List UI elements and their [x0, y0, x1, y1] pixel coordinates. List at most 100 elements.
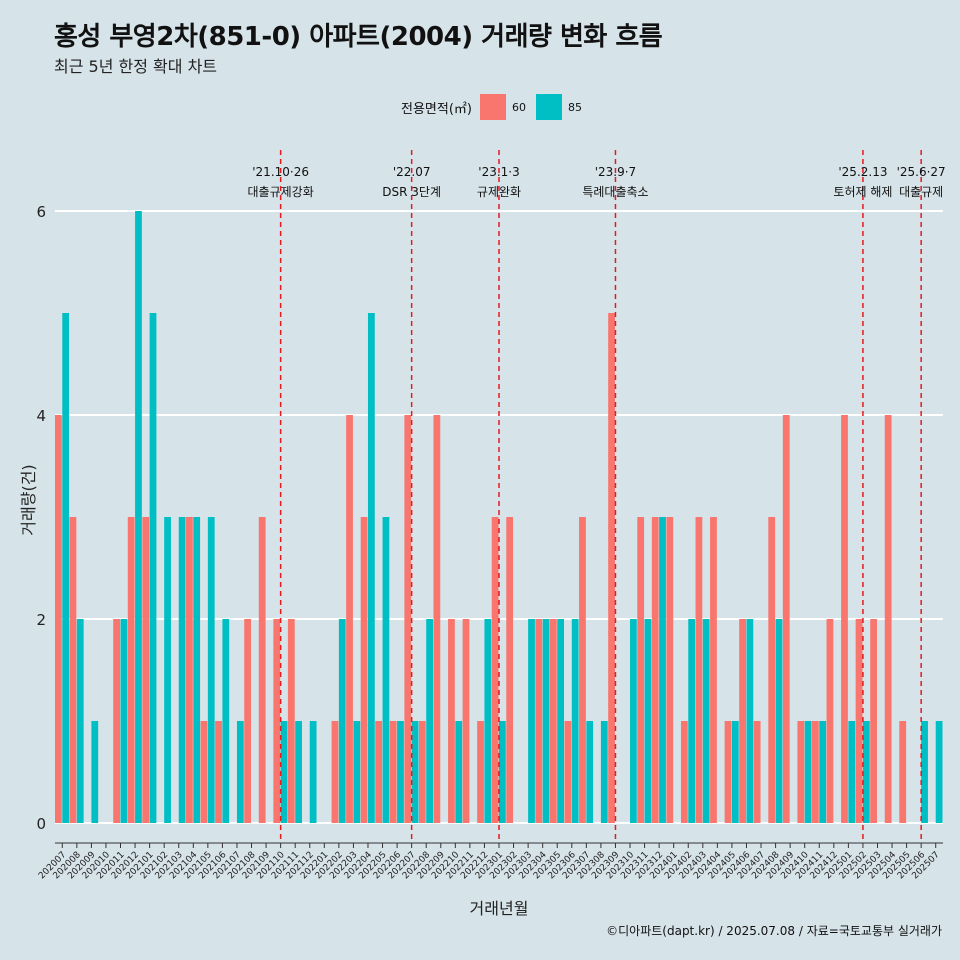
bar-85-202008 [76, 619, 84, 823]
bar-60-202408 [768, 517, 776, 823]
event-date-202309: '23.9·7 [595, 165, 636, 179]
legend-key-85 [535, 94, 562, 120]
legend: 전용면적(㎡) 60 85 [401, 93, 592, 121]
event-date-202110: '21.10·26 [252, 165, 309, 179]
bar-85-202307 [586, 721, 594, 823]
bar-85-202210 [455, 721, 463, 823]
bar-85-202207 [411, 721, 419, 823]
bar-85-202502 [862, 721, 870, 823]
bar-60-202404 [710, 517, 717, 823]
bar-60-202311 [637, 517, 645, 823]
bar-85-202104 [193, 517, 201, 823]
bar-60-202104 [186, 517, 193, 823]
bar-60-202307 [579, 517, 586, 823]
bar-60-202406 [739, 619, 746, 823]
bar-60-202410 [797, 721, 805, 823]
bar-60-202106 [215, 721, 222, 823]
bar-85-202103 [178, 517, 186, 823]
bar-60-202407 [753, 721, 761, 823]
bar-85-202105 [207, 517, 215, 823]
bar-60-202208 [418, 721, 426, 823]
bar-60-202111 [287, 619, 295, 823]
chart-subtitle: 최근 5년 한정 확대 차트 [54, 57, 218, 76]
bar-85-202507 [935, 721, 943, 823]
x-axis-title: 거래년월 [470, 899, 529, 918]
bar-60-202302 [506, 517, 514, 823]
bar-85-202212 [484, 619, 492, 823]
bar-60-202505 [899, 721, 907, 823]
bar-60-202108 [244, 619, 252, 823]
bar-60-202206 [389, 721, 397, 823]
bar-60-202304 [535, 619, 543, 823]
bar-60-202007 [55, 415, 62, 823]
bar-85-202402 [688, 619, 696, 823]
event-label-202301: 규제완화 [477, 185, 521, 199]
bar-85-202308 [600, 721, 608, 823]
bar-85-202411 [819, 721, 827, 823]
bar-60-202209 [433, 415, 441, 823]
bar-85-202305 [557, 619, 565, 823]
bar-60-202411 [811, 721, 819, 823]
bar-60-202110 [273, 619, 281, 823]
bar-60-202204 [360, 517, 368, 823]
event-date-202207: '22.07 [393, 165, 431, 179]
bar-85-202102 [164, 517, 171, 823]
bar-60-202212 [477, 721, 484, 823]
bar-60-202011 [113, 619, 121, 823]
bar-85-202406 [746, 619, 754, 823]
bar-85-202206 [397, 721, 404, 823]
bar-85-202304 [542, 619, 550, 823]
bar-85-202205 [382, 517, 390, 823]
bar-85-202009 [91, 721, 99, 823]
bar-60-202305 [549, 619, 557, 823]
bar-60-202202 [331, 721, 339, 823]
bar-60-202008 [69, 517, 77, 823]
bar-85-202301 [499, 721, 506, 823]
bar-85-202208 [426, 619, 433, 823]
y-tick-label: 6 [36, 203, 46, 221]
bar-60-202401 [666, 517, 674, 823]
bar-85-202410 [804, 721, 812, 823]
event-label-202506: 대출규제 [899, 185, 943, 199]
bar-85-202202 [338, 619, 346, 823]
event-date-202506: '25.6·27 [897, 165, 946, 179]
bar-85-202306 [571, 619, 579, 823]
bar-60-202109 [258, 517, 266, 823]
bar-85-202303 [528, 619, 535, 823]
bar-60-202501 [841, 415, 848, 823]
bar-60-202402 [680, 721, 688, 823]
bar-60-202203 [346, 415, 353, 823]
legend-label-85: 85 [567, 100, 582, 114]
source-caption: ©디아파트(dapt.kr) / 2025.07.08 / 자료=국토교통부 실… [606, 924, 942, 938]
bar-60-202105 [200, 721, 208, 823]
bar-85-202107 [236, 721, 244, 823]
bar-85-202106 [222, 619, 230, 823]
y-tick-label: 4 [36, 407, 46, 425]
bar-60-202207 [404, 415, 412, 823]
bar-85-202311 [644, 619, 652, 823]
bar-85-202112 [309, 721, 317, 823]
legend-title: 전용면적(㎡) [401, 101, 472, 117]
bar-60-202205 [375, 721, 383, 823]
bar-60-202306 [564, 721, 572, 823]
bar-85-202408 [775, 619, 783, 823]
chart-title: 홍성 부영2차(851-0) 아파트(2004) 거래량 변화 흐름 [54, 22, 663, 52]
bar-60-202405 [724, 721, 732, 823]
bar-85-202203 [353, 721, 361, 823]
legend-key-60 [479, 94, 506, 120]
bar-60-202301 [491, 517, 499, 823]
bar-85-202312 [659, 517, 666, 823]
bar-60-202403 [695, 517, 703, 823]
y-tick-label: 2 [36, 611, 46, 629]
bar-60-202210 [448, 619, 455, 823]
bar-60-202101 [142, 517, 150, 823]
bar-60-202312 [651, 517, 659, 823]
y-axis-title: 거래량(건) [19, 464, 38, 535]
bar-60-202309 [608, 313, 615, 823]
bar-60-202503 [870, 619, 877, 823]
bar-60-202504 [884, 415, 892, 823]
bar-85-202101 [149, 313, 157, 823]
bar-60-202409 [782, 415, 790, 823]
bar-85-202007 [62, 313, 70, 823]
